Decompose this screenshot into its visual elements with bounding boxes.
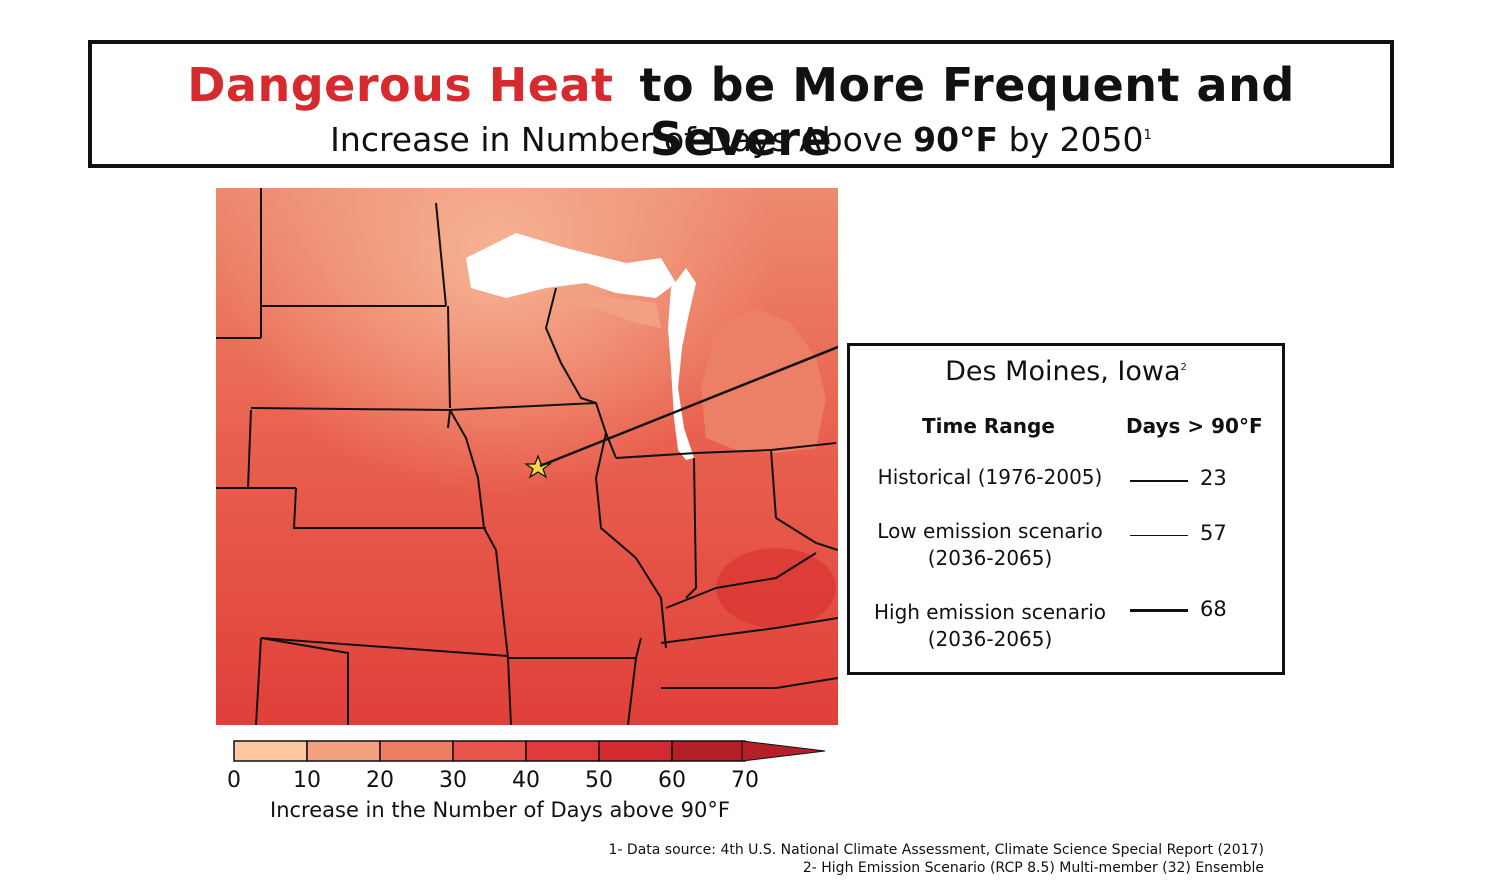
subtitle-text: Increase in Number of Days Above [330,120,914,159]
legend-tick-label: 70 [731,768,759,793]
row-low-value: 57 [1200,521,1227,545]
des-moines-info-box: Des Moines, Iowa2 Time Range Days > 90°F… [847,343,1285,675]
subtitle-bold: 90°F [913,120,999,159]
row-historical-label: Historical (1976-2005) [845,464,1135,491]
row-low-label: Low emission scenario (2036-2065) [845,518,1135,572]
row-historical-value: 23 [1200,466,1227,490]
legend-swatch [671,740,746,762]
row-label-line2: (2036-2065) [927,546,1053,570]
legend-swatch [379,740,454,762]
source-line-1: 1- Data source: 4th U.S. National Climat… [608,842,1265,858]
row-high-value: 68 [1200,597,1227,621]
row-label-line2: (2036-2065) [927,627,1053,651]
source-line-2: 2- High Emission Scenario (RCP 8.5) Mult… [802,860,1264,876]
legend-swatch [233,740,308,762]
legend-swatch [598,740,673,762]
legend-tick-label: 60 [658,768,686,793]
row-label-line1: High emission scenario [873,600,1106,624]
title-box: Dangerous Heat to be More Frequent and Se… [88,40,1394,168]
state-borders [216,188,838,725]
legend-title: Increase in the Number of Days above 90°… [270,798,730,822]
info-city: Des Moines, Iowa2 [850,356,1282,387]
row-high-label: High emission scenario (2036-2065) [845,599,1135,653]
legend-swatches [233,740,746,762]
row-label-line1: Low emission scenario [877,519,1103,543]
legend-arrow [741,740,826,762]
hot-region [716,548,836,628]
legend-colorbar [233,740,826,762]
legend-tick-label: 30 [439,768,467,793]
col-time-header: Time Range [922,414,1055,438]
legend-tick-label: 10 [293,768,321,793]
lake-superior [466,233,676,298]
heat-map [216,188,838,725]
legend-tick-label: 0 [227,768,241,793]
legend-swatch [525,740,600,762]
city-footnote: 2 [1180,362,1187,373]
sources-footnote: 1- Data source: 4th U.S. National Climat… [609,841,1265,877]
city-name: Des Moines, Iowa [945,356,1181,387]
title-rest: to be More Frequent and Severe [639,58,1295,166]
midwest-map-svg [216,188,838,725]
row-label-line1: Historical (1976-2005) [877,465,1103,489]
subtitle-footnote: 1 [1143,128,1152,143]
upper-peninsula [556,288,661,328]
title-highlight: Dangerous Heat [187,58,614,112]
page-subtitle: Increase in Number of Days Above 90°F by… [92,120,1390,159]
leader-line [539,345,838,468]
subtitle-end: by 2050 [998,120,1144,159]
legend-swatch [452,740,527,762]
page-title: Dangerous Heat to be More Frequent and Se… [92,58,1390,166]
lower-michigan [701,308,826,453]
row-high-line [1130,609,1188,612]
legend-tick-label: 40 [512,768,540,793]
legend-tick-label: 20 [366,768,394,793]
color-legend: 0 10 20 30 40 50 60 70 Increase in the Number o… [227,738,830,828]
legend-swatch [306,740,381,762]
row-historical-line [1130,480,1188,482]
legend-tick-label: 50 [585,768,613,793]
col-days-header: Days > 90°F [1126,414,1263,438]
row-low-line [1130,535,1188,536]
